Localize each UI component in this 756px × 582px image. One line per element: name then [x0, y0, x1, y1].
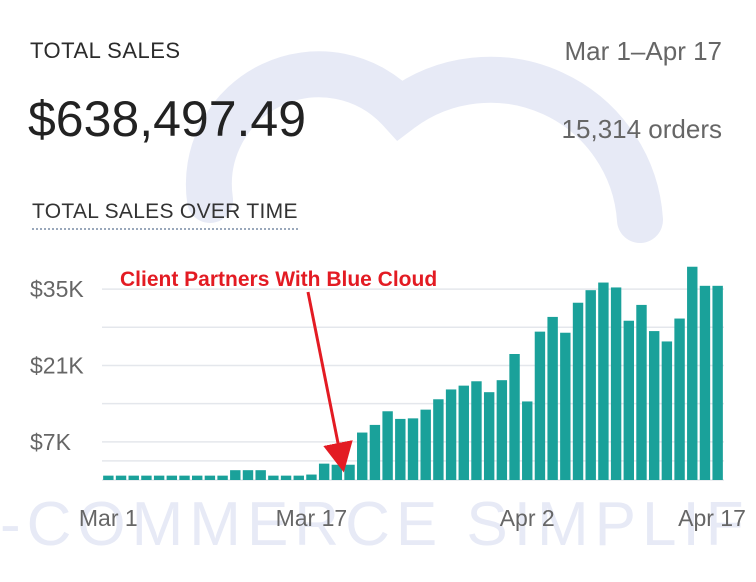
bar[interactable] — [648, 331, 660, 480]
bar[interactable] — [623, 320, 634, 480]
bar[interactable] — [318, 463, 330, 480]
annotation-arrow — [306, 291, 353, 473]
bar[interactable] — [433, 399, 444, 480]
watermark-text: -COMMERCE SIMPLIF — [0, 490, 750, 559]
y-tick-label: $21K — [30, 352, 84, 378]
bar[interactable] — [382, 411, 393, 480]
bar[interactable] — [547, 316, 558, 480]
bar[interactable] — [661, 341, 673, 480]
bar[interactable] — [344, 464, 355, 480]
annotation: Client Partners With Blue Cloud — [120, 268, 437, 473]
bar[interactable] — [395, 418, 406, 480]
bar[interactable] — [610, 287, 622, 480]
bar[interactable] — [496, 380, 508, 480]
bar[interactable] — [407, 418, 419, 480]
bar[interactable] — [699, 285, 711, 480]
bar[interactable] — [420, 409, 431, 480]
bar[interactable] — [357, 432, 368, 480]
bar[interactable] — [268, 475, 279, 480]
x-tick-label: Mar 17 — [276, 505, 348, 531]
bar[interactable] — [293, 475, 304, 480]
cloud-icon — [185, 51, 663, 243]
bar[interactable] — [572, 302, 584, 480]
orders-count: 15,314 orders — [561, 114, 722, 144]
x-axis-labels: Mar 1 Mar 17 Apr 2 Apr 17 — [79, 505, 746, 531]
bar[interactable] — [522, 401, 533, 480]
bar[interactable] — [687, 266, 698, 480]
bar[interactable] — [509, 354, 520, 480]
y-axis-labels: $7K $21K $35K — [30, 276, 84, 455]
bar[interactable] — [141, 475, 152, 480]
annotation-label: Client Partners With Blue Cloud — [120, 268, 437, 291]
bar[interactable] — [483, 392, 495, 480]
bar[interactable] — [280, 475, 292, 480]
bar[interactable] — [204, 475, 216, 480]
x-tick-label: Apr 2 — [500, 505, 555, 531]
total-sales-title: TOTAL SALES — [30, 38, 181, 63]
bar[interactable] — [217, 475, 228, 480]
y-tick-label: $7K — [30, 429, 72, 455]
bar[interactable] — [560, 332, 571, 480]
bar[interactable] — [306, 474, 317, 480]
x-tick-label: Mar 1 — [79, 505, 138, 531]
bar[interactable] — [636, 304, 647, 480]
y-tick-label: $35K — [30, 276, 84, 302]
bar[interactable] — [369, 424, 381, 480]
bar[interactable] — [115, 475, 127, 480]
bar[interactable] — [103, 475, 114, 480]
total-sales-amount: $638,497.49 — [28, 91, 307, 147]
bar[interactable] — [471, 381, 482, 480]
bar[interactable] — [255, 470, 266, 480]
chart-title[interactable]: TOTAL SALES OVER TIME — [32, 200, 298, 230]
bar[interactable] — [166, 475, 178, 480]
bars — [103, 266, 723, 480]
bar[interactable] — [128, 475, 139, 480]
bar[interactable] — [230, 470, 241, 480]
bar[interactable] — [458, 385, 469, 480]
bar[interactable] — [534, 331, 546, 480]
bar[interactable] — [674, 318, 685, 480]
bar[interactable] — [585, 290, 596, 480]
bar[interactable] — [153, 475, 165, 480]
bar[interactable] — [331, 464, 343, 480]
date-range: Mar 1–Apr 17 — [564, 36, 722, 66]
bar[interactable] — [242, 470, 254, 480]
bar[interactable] — [445, 389, 457, 480]
bar[interactable] — [192, 475, 203, 480]
bar[interactable] — [598, 282, 609, 480]
x-tick-label: Apr 17 — [678, 505, 746, 531]
bar[interactable] — [712, 285, 723, 480]
bar[interactable] — [179, 475, 190, 480]
